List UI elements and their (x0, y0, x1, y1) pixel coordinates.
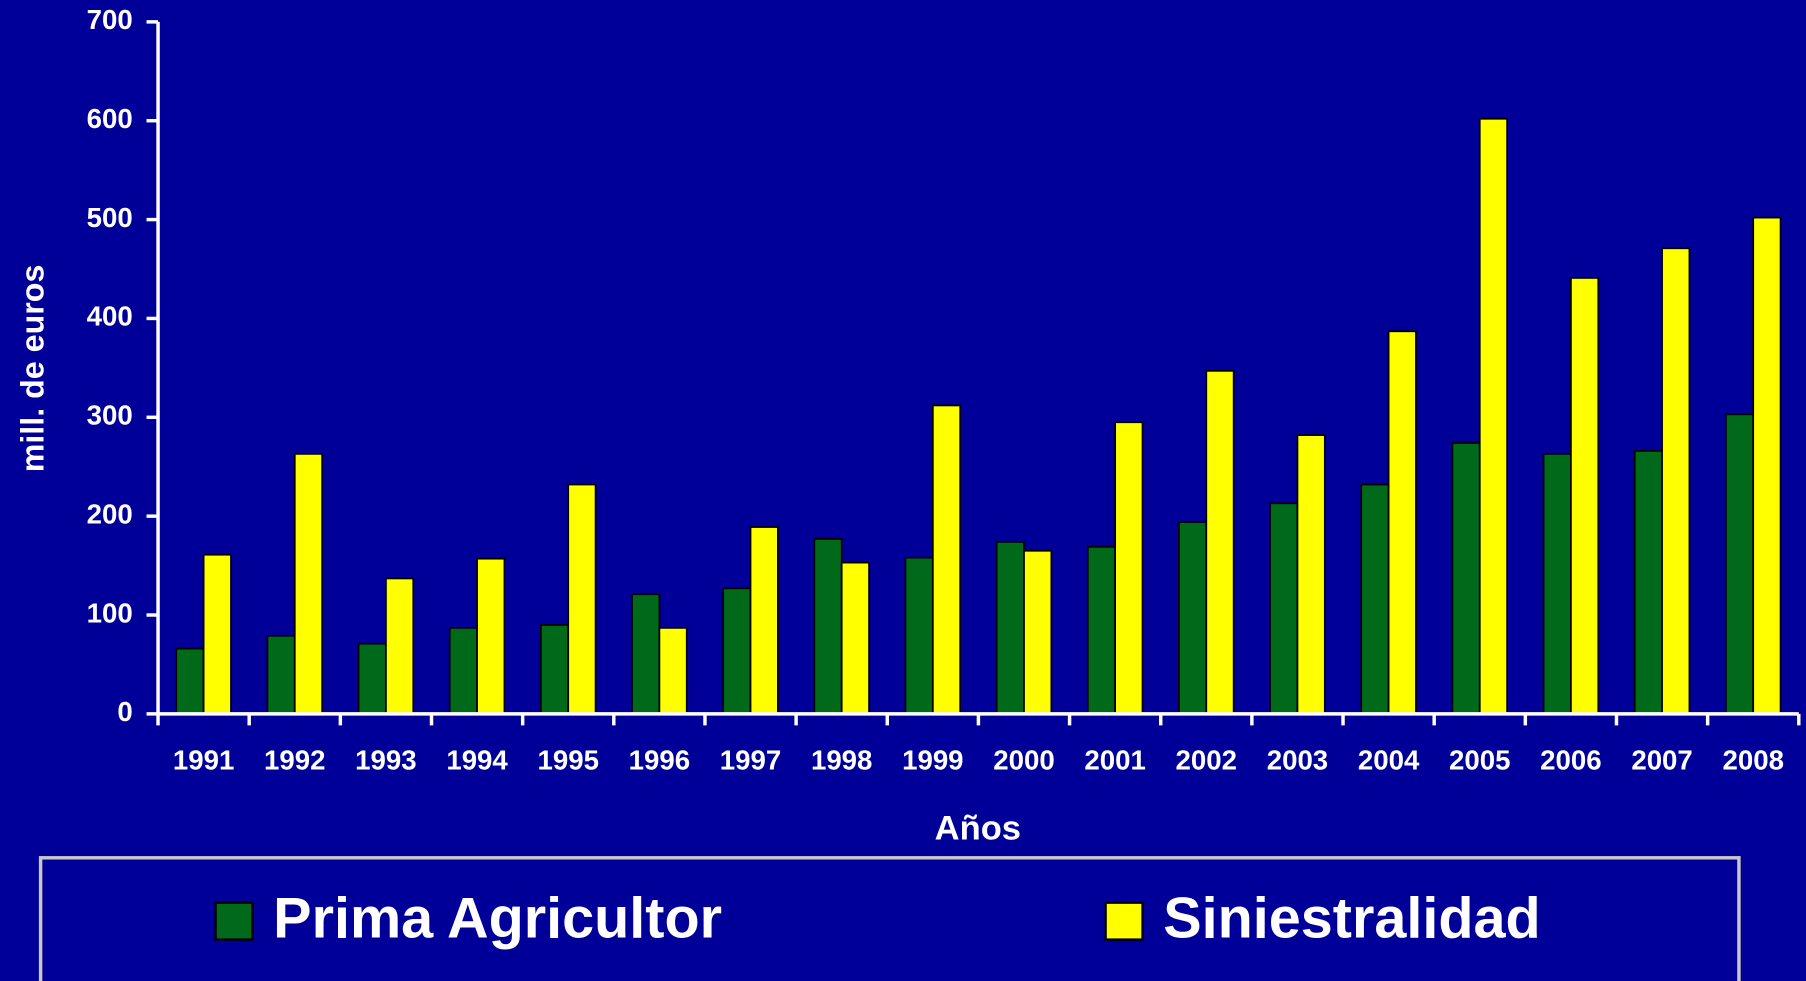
bar (1387, 330, 1417, 715)
y-tick-label: 200 (87, 498, 133, 529)
bar (385, 577, 415, 715)
bar (1205, 369, 1235, 715)
bar (567, 483, 597, 715)
bar (995, 540, 1025, 715)
y-tick-label: 500 (87, 202, 133, 233)
bar (1661, 247, 1691, 715)
bar (1269, 502, 1299, 715)
x-tick-label: 1995 (537, 745, 598, 776)
x-tick-label: 1996 (629, 745, 690, 776)
bar (1360, 483, 1390, 715)
bar (1086, 545, 1117, 715)
bar (202, 553, 232, 715)
x-tick-label: 2005 (1449, 745, 1510, 776)
legend-box (38, 856, 1741, 981)
bar (448, 627, 478, 715)
x-tick-label: 2004 (1358, 745, 1420, 776)
bar (1114, 421, 1144, 715)
bar (931, 404, 962, 715)
bar (293, 453, 323, 715)
bar (1633, 450, 1663, 715)
x-tick-label: 2003 (1267, 745, 1328, 776)
bar (813, 538, 843, 715)
legend-swatch (214, 901, 254, 941)
bar (658, 627, 688, 715)
x-tick-label: 1992 (264, 745, 325, 776)
x-tick-label: 2008 (1722, 745, 1783, 776)
legend-label: Siniestralidad (1163, 886, 1540, 950)
x-tick-label: 2000 (993, 745, 1054, 776)
x-tick-label: 2007 (1631, 745, 1692, 776)
bar (175, 647, 205, 715)
bar (631, 593, 661, 715)
y-tick-label: 0 (117, 696, 132, 727)
x-tick-label: 1993 (355, 745, 416, 776)
bar (749, 526, 779, 715)
bar (1752, 216, 1782, 715)
bar (722, 587, 752, 715)
x-tick-label: 2001 (1084, 745, 1145, 776)
bar (1451, 442, 1481, 715)
x-tick-label: 1998 (811, 745, 872, 776)
bar (1478, 117, 1508, 715)
y-tick-label: 700 (87, 4, 133, 35)
x-axis-label: Años (935, 809, 1021, 847)
x-tick-label: 1997 (720, 745, 781, 776)
x-tick-label: 2002 (1176, 745, 1237, 776)
bar (1023, 549, 1053, 715)
bar (476, 557, 506, 715)
bar (1178, 521, 1208, 715)
x-tick-label: 1999 (902, 745, 963, 776)
bar (1296, 434, 1326, 715)
bar (1725, 413, 1755, 715)
bar (540, 624, 570, 715)
bar (357, 642, 387, 715)
legend-label: Prima Agricultor (273, 886, 722, 950)
bar (1542, 453, 1572, 715)
y-tick-label: 300 (87, 400, 133, 431)
bar (266, 634, 296, 715)
x-tick-label: 2006 (1540, 745, 1601, 776)
y-tick-label: 400 (87, 301, 133, 332)
y-tick-label: 100 (87, 597, 133, 628)
bar (904, 556, 934, 715)
x-tick-label: 1991 (173, 745, 234, 776)
legend-swatch (1104, 901, 1144, 941)
bar (1570, 277, 1600, 715)
x-tick-label: 1994 (446, 745, 508, 776)
bar (840, 561, 870, 715)
y-tick-label: 600 (87, 103, 133, 134)
y-axis-label: mill. de euros (14, 265, 50, 473)
